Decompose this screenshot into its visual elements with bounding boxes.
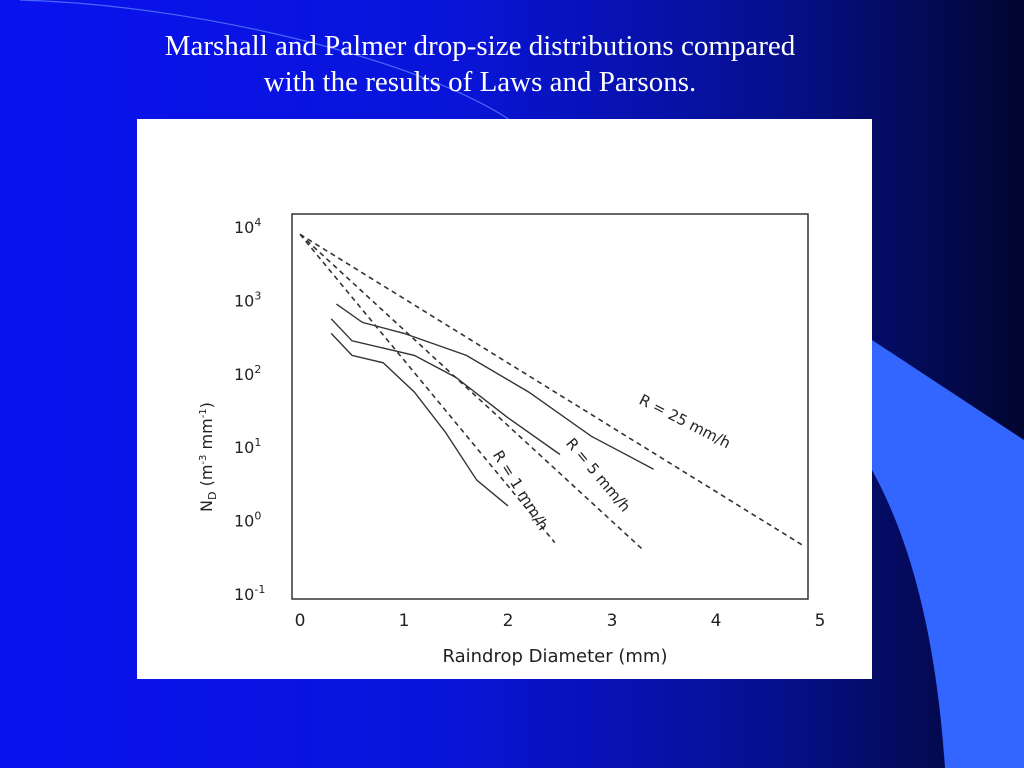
marshall-palmer-line-2: [299, 233, 556, 544]
y-axis-label: ND (m-3 mm-1): [197, 402, 219, 512]
annotation-group: R = 25 mm/hR = 5 mm/hR = 1 mm/h: [489, 391, 734, 534]
x-tick-label: 3: [607, 611, 618, 631]
slide-title: Marshall and Palmer drop-size distributi…: [80, 28, 880, 100]
series-group: [299, 233, 805, 551]
y-tick-label: 10-1: [234, 583, 265, 604]
x-tick-label: 1: [399, 611, 410, 631]
y-tick-label: 100: [234, 510, 261, 531]
title-line-2: with the results of Laws and Parsons.: [263, 66, 697, 98]
marshall-palmer-line-0: [299, 233, 805, 547]
x-tick-label: 0: [295, 611, 306, 631]
y-tick-label: 104: [234, 216, 261, 237]
series-annotation: R = 1 mm/h: [489, 447, 552, 533]
decor-shape-right: [872, 340, 1024, 768]
decor-arc: [19, 0, 511, 121]
title-line-1: Marshall and Palmer drop-size distributi…: [164, 30, 796, 62]
marshall-palmer-line-1: [299, 233, 644, 551]
x-tick-label: 2: [503, 611, 514, 631]
series-annotation: R = 25 mm/h: [636, 391, 733, 453]
series-annotation: R = 5 mm/h: [562, 435, 634, 516]
x-axis-label: Raindrop Diameter (mm): [442, 646, 667, 667]
y-tick-label: 101: [234, 436, 261, 457]
y-tick-labels: 104 103 102 101 100 10-1: [234, 216, 265, 604]
x-tick-label: 5: [815, 611, 826, 631]
x-tick-labels: 0 1 2 3 4 5: [295, 611, 826, 631]
x-tick-label: 4: [711, 611, 722, 631]
laws-parsons-curve-3: [335, 303, 654, 470]
laws-parsons-curve-5: [330, 332, 509, 507]
y-tick-label: 103: [234, 289, 261, 310]
y-tick-label: 102: [234, 363, 261, 384]
plot-frame: [291, 213, 809, 600]
laws-parsons-curve-4: [330, 318, 561, 456]
